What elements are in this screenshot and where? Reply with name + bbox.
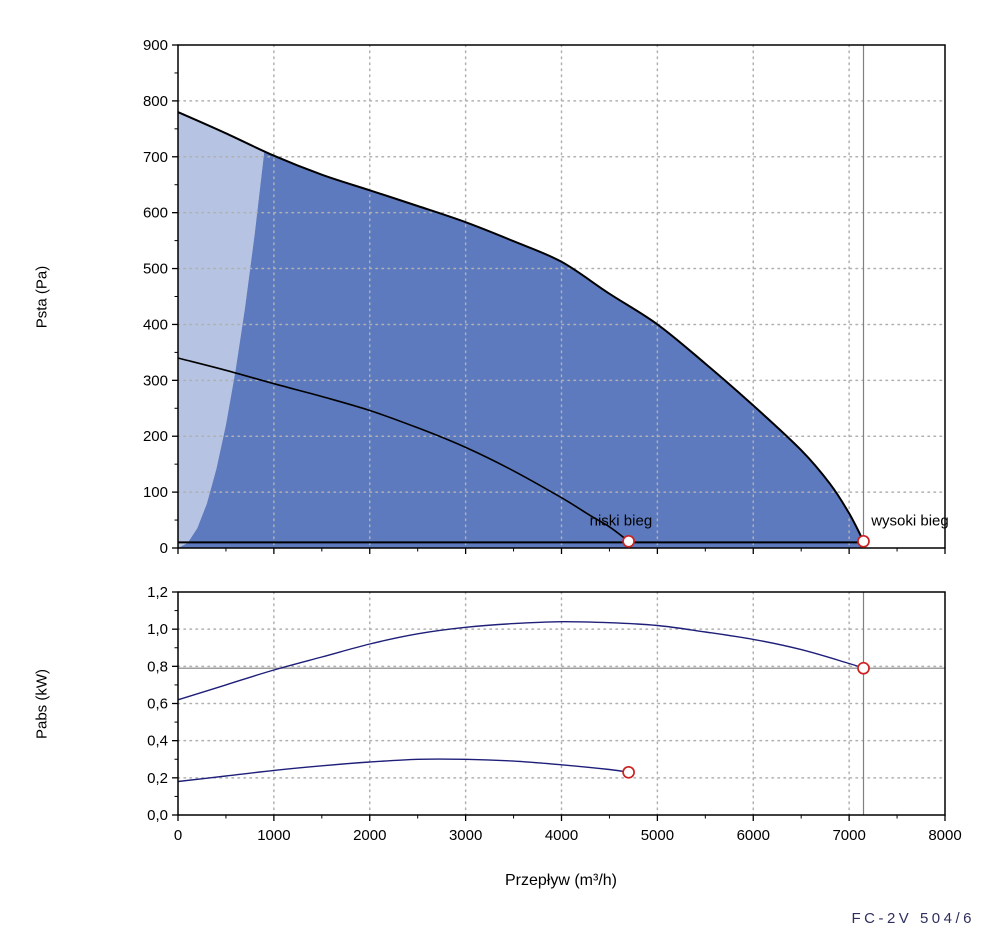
- curve-niski-bieg-moc: [177, 758, 629, 783]
- y-tick-label: 0,6: [147, 696, 168, 713]
- y-tick-label: 700: [143, 149, 168, 166]
- y-tick-label: 1,2: [147, 584, 168, 601]
- curve-niski-bieg: [177, 357, 630, 542]
- curve-wysoki-bieg-moc: [177, 620, 864, 701]
- y-tick-label: 0,4: [147, 733, 168, 750]
- operating-point-marker: [857, 534, 870, 548]
- pressure-axis-label: Psta (Pa): [33, 265, 51, 329]
- x-tick-label: 5000: [641, 827, 674, 844]
- annotation-wysoki-bieg: wysoki bieg: [870, 513, 949, 530]
- y-tick-label: 800: [143, 93, 168, 110]
- y-tick-label: 300: [143, 372, 168, 389]
- x-tick-label: 3000: [449, 827, 482, 844]
- annotation-niski-bieg: niski bieg: [590, 513, 653, 530]
- curve-wysoki-bieg: [177, 111, 865, 542]
- x-tick-label: 7000: [832, 827, 865, 844]
- y-tick-label: 0: [160, 540, 168, 557]
- operating-point-marker: [857, 661, 870, 675]
- x-tick-label: 2000: [353, 827, 386, 844]
- y-tick-label: 0,2: [147, 770, 168, 787]
- y-tick-label: 400: [143, 316, 168, 333]
- model-code: FC-2V 504/6: [851, 910, 975, 927]
- operating-point-marker: [622, 765, 635, 779]
- x-tick-label: 4000: [545, 827, 578, 844]
- power-axis-label: Pabs (kW): [33, 668, 51, 740]
- operating-area-high-speed: [178, 151, 864, 548]
- operating-point-marker: [622, 534, 635, 548]
- flow-axis-label: Przepływ (m³/h): [504, 872, 618, 889]
- y-tick-label: 200: [143, 428, 168, 445]
- y-tick-label: 100: [143, 484, 168, 501]
- y-tick-label: 0,0: [147, 807, 168, 824]
- operating-area-low-speed: [178, 112, 265, 548]
- y-tick-label: 900: [143, 37, 168, 54]
- y-tick-label: 500: [143, 261, 168, 278]
- y-tick-label: 0,8: [147, 658, 168, 675]
- x-tick-label: 6000: [737, 827, 770, 844]
- x-tick-label: 0: [174, 827, 182, 844]
- y-tick-label: 600: [143, 205, 168, 222]
- x-tick-label: 8000: [928, 827, 961, 844]
- x-tick-label: 1000: [257, 827, 290, 844]
- y-tick-label: 1,0: [147, 621, 168, 638]
